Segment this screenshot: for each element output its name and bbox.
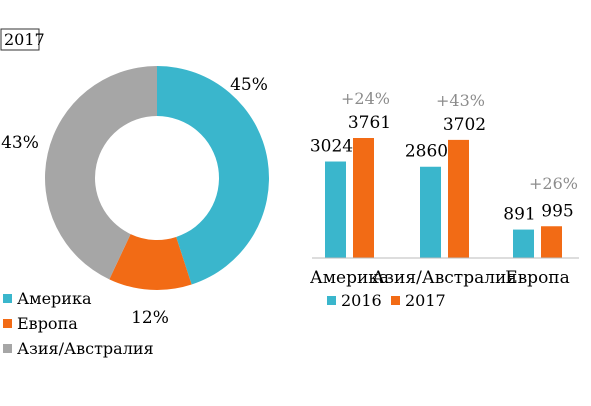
growth-label: +26% [529, 174, 578, 193]
legend-label: Европа [17, 314, 78, 333]
title-box [0, 28, 40, 51]
growth-label: +43% [436, 91, 485, 110]
donut-slice-2 [109, 234, 192, 291]
legend-swatch [3, 344, 12, 353]
bar-2017 [448, 139, 469, 258]
bar-value-label: 995 [541, 201, 573, 221]
bar-value-label: 3024 [310, 137, 353, 157]
donut-legend: Америка Европа Азия/Австралия [3, 289, 154, 358]
donut-chart [44, 66, 269, 291]
bar-value-label: 3702 [443, 115, 486, 135]
bar-legend-label: 2016 [341, 291, 382, 310]
bar-2016 [513, 229, 534, 258]
legend-swatch [3, 319, 12, 328]
bar-legend-swatch [327, 296, 336, 305]
bar-2016 [325, 161, 346, 258]
category-label: Европа [505, 268, 570, 288]
bar-2016 [420, 166, 441, 258]
growth-label: +24% [341, 89, 390, 108]
legend-label: Азия/Австралия [17, 339, 154, 358]
donut-title: 2017 [4, 30, 45, 49]
bar-legend-swatch [391, 296, 400, 305]
legend-swatch [3, 294, 12, 303]
bar-value-label: 2860 [405, 142, 448, 162]
bar-2017 [541, 226, 562, 258]
donut-slice-label: 12% [131, 308, 169, 328]
donut-slice-label: 43% [1, 133, 39, 153]
bar-2017 [353, 138, 374, 258]
bar-value-label: 891 [503, 205, 535, 225]
category-label: Америка [310, 268, 389, 288]
bar-value-label: 3761 [348, 113, 391, 133]
bar-legend: 2016 2017 [327, 291, 446, 310]
category-label: Азия/Австралия [372, 268, 517, 288]
donut-slice-3 [44, 66, 157, 280]
legend-label: Америка [17, 289, 92, 308]
donut-labels: 45% 12% 43% [1, 75, 268, 328]
bar-chart: 3024 3761 +24% Америка 2860 3702 +43% Азия/Авст… [310, 89, 578, 288]
donut-slice-1 [157, 66, 269, 285]
bar-legend-label: 2017 [405, 291, 446, 310]
donut-slice-label: 45% [230, 75, 268, 95]
